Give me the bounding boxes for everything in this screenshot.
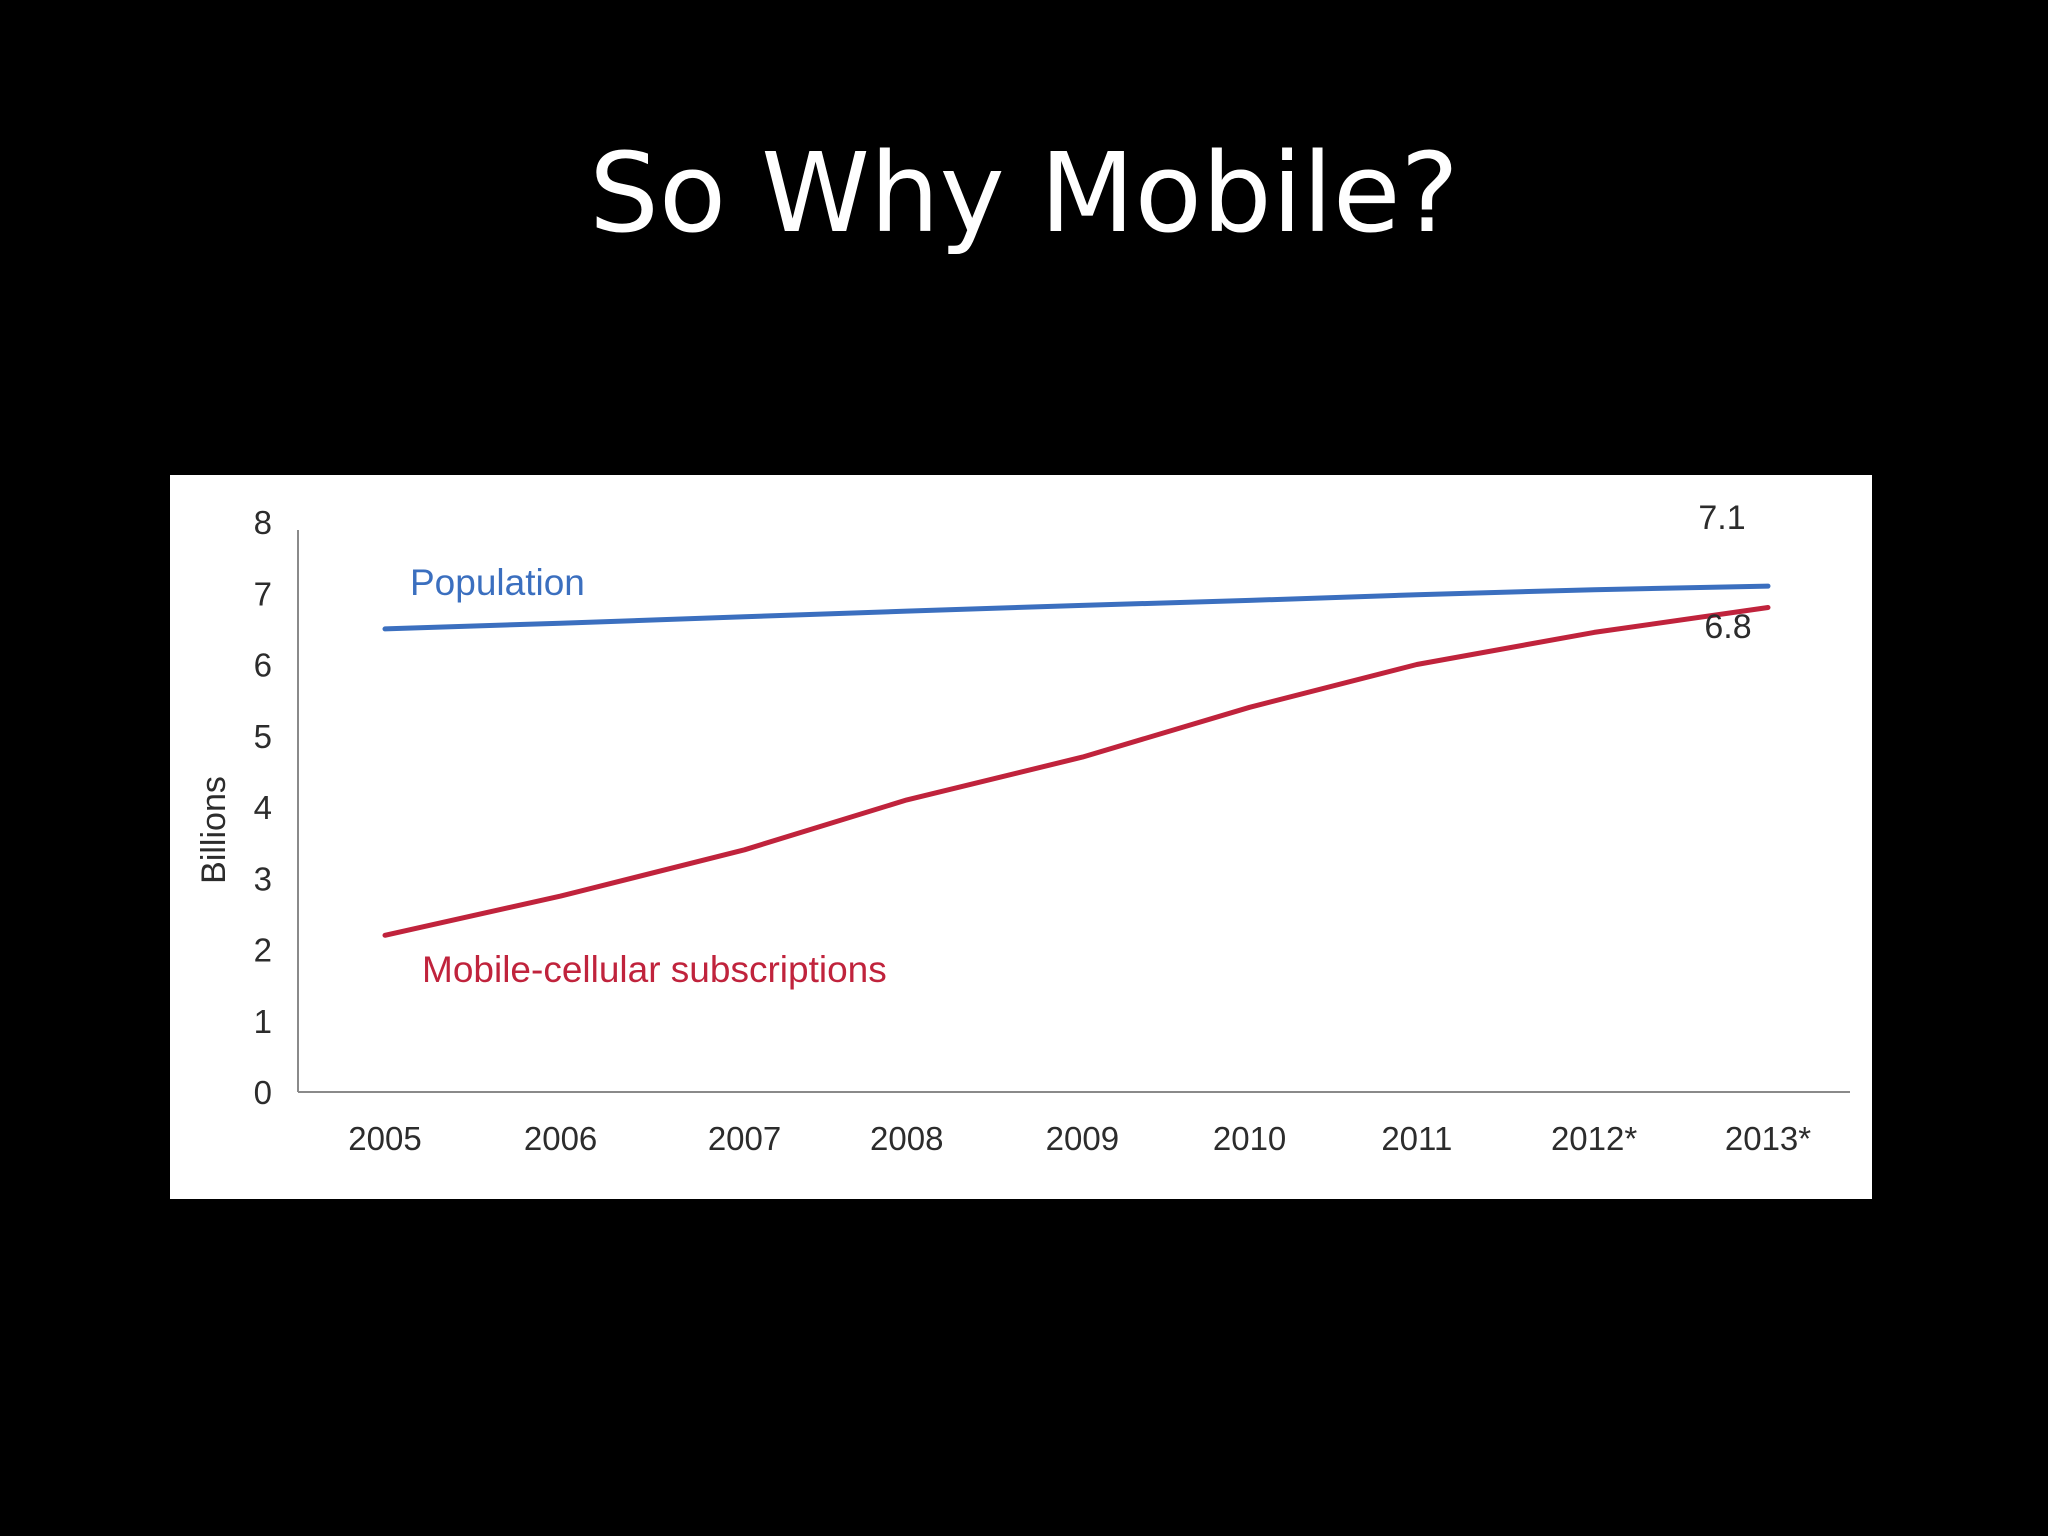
y-axis-title: Billions — [195, 776, 233, 884]
x-tick-label: 2011 — [1381, 1120, 1452, 1157]
series-lines — [382, 583, 1771, 938]
x-tick-label: 2006 — [524, 1120, 597, 1157]
y-tick-label: 6 — [254, 647, 272, 684]
x-tick-label: 2010 — [1213, 1120, 1286, 1157]
mobile-end-value-label: 6.8 — [1704, 608, 1751, 646]
x-tick-label: 2013* — [1725, 1120, 1811, 1157]
x-tick-label: 2005 — [348, 1120, 421, 1157]
y-tick-label: 8 — [254, 504, 272, 541]
y-tick-label: 7 — [254, 575, 272, 612]
x-tick-label: 2007 — [708, 1120, 781, 1157]
y-tick-label: 5 — [254, 718, 272, 755]
slide-title: So Why Mobile? — [589, 129, 1459, 257]
y-tick-label: 3 — [254, 860, 272, 897]
y-tick-labels: 0 1 2 3 4 5 6 7 8 — [254, 504, 272, 1111]
axes — [297, 530, 1850, 1093]
population-end-value-label: 7.1 — [1698, 499, 1745, 537]
mobile-series-label: Mobile-cellular subscriptions — [422, 949, 887, 990]
population-series-label: Population — [410, 562, 585, 603]
x-tick-label: 2009 — [1046, 1120, 1119, 1157]
y-tick-label: 0 — [254, 1074, 272, 1111]
x-tick-label: 2012* — [1551, 1120, 1637, 1157]
y-tick-label: 2 — [254, 932, 272, 969]
y-tick-label: 4 — [254, 789, 272, 826]
mobile-subscriptions-line — [382, 605, 1771, 938]
x-tick-labels: 2005 2006 2007 2008 2009 2010 2011 2012* 2013* — [348, 1120, 1811, 1157]
population-line — [382, 583, 1771, 632]
y-tick-label: 1 — [254, 1003, 272, 1040]
x-tick-label: 2008 — [870, 1120, 943, 1157]
